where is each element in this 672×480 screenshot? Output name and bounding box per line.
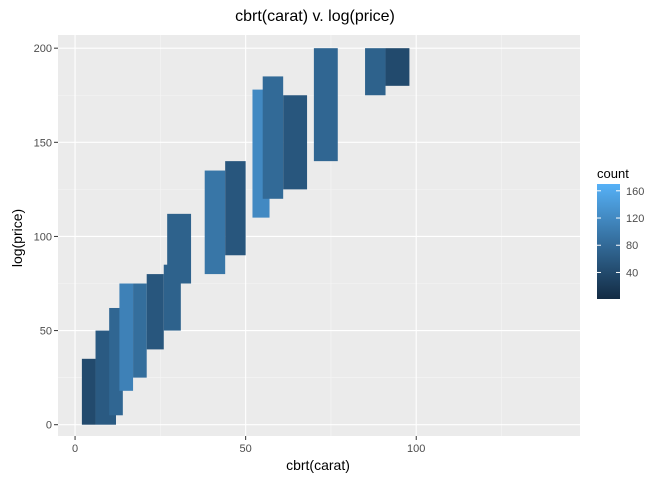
y-tick-label: 50: [40, 326, 52, 338]
heatmap-bin: [262, 76, 284, 199]
x-axis-ticks: 0 50 100: [72, 436, 425, 455]
legend-tick-label: 80: [626, 240, 638, 252]
y-tick-label: 200: [34, 43, 52, 55]
legend-tick-label: 160: [626, 186, 644, 198]
heatmap-bin: [385, 48, 410, 86]
y-axis-title: log(price): [9, 209, 25, 267]
y-tick-label: 0: [46, 420, 52, 432]
y-tick-label: 150: [34, 137, 52, 149]
heatmap-bin: [283, 95, 308, 190]
heatmap-bin: [81, 358, 96, 425]
heatmap-bin: [146, 274, 164, 350]
legend-colorbar: [597, 184, 620, 299]
legend: count 40 80 120 160: [597, 166, 644, 299]
legend-tick-label: 40: [626, 267, 638, 279]
x-tick-label: 0: [72, 443, 78, 455]
heatmap-bin: [167, 213, 192, 284]
heatmap-bin: [133, 283, 147, 378]
legend-ticks: 40 80 120 160: [597, 186, 644, 279]
chart-title: cbrt(carat) v. log(price): [235, 8, 395, 25]
y-tick-label: 100: [34, 231, 52, 243]
heatmap-bin: [204, 170, 226, 275]
heatmap-bin: [119, 283, 134, 391]
x-axis-title: cbrt(carat): [286, 457, 350, 473]
x-tick-label: 100: [407, 443, 425, 455]
legend-tick-label: 120: [626, 213, 644, 225]
x-tick-label: 50: [240, 443, 252, 455]
heatmap-bin: [313, 48, 338, 162]
heatmap-bin: [225, 161, 246, 256]
heatmap-bin: [365, 48, 386, 96]
heatmap-cells: [81, 48, 410, 425]
y-axis-ticks: 0 50 100 150 200: [34, 43, 58, 432]
legend-title: count: [597, 166, 629, 181]
heatmap-bin: [109, 307, 123, 416]
